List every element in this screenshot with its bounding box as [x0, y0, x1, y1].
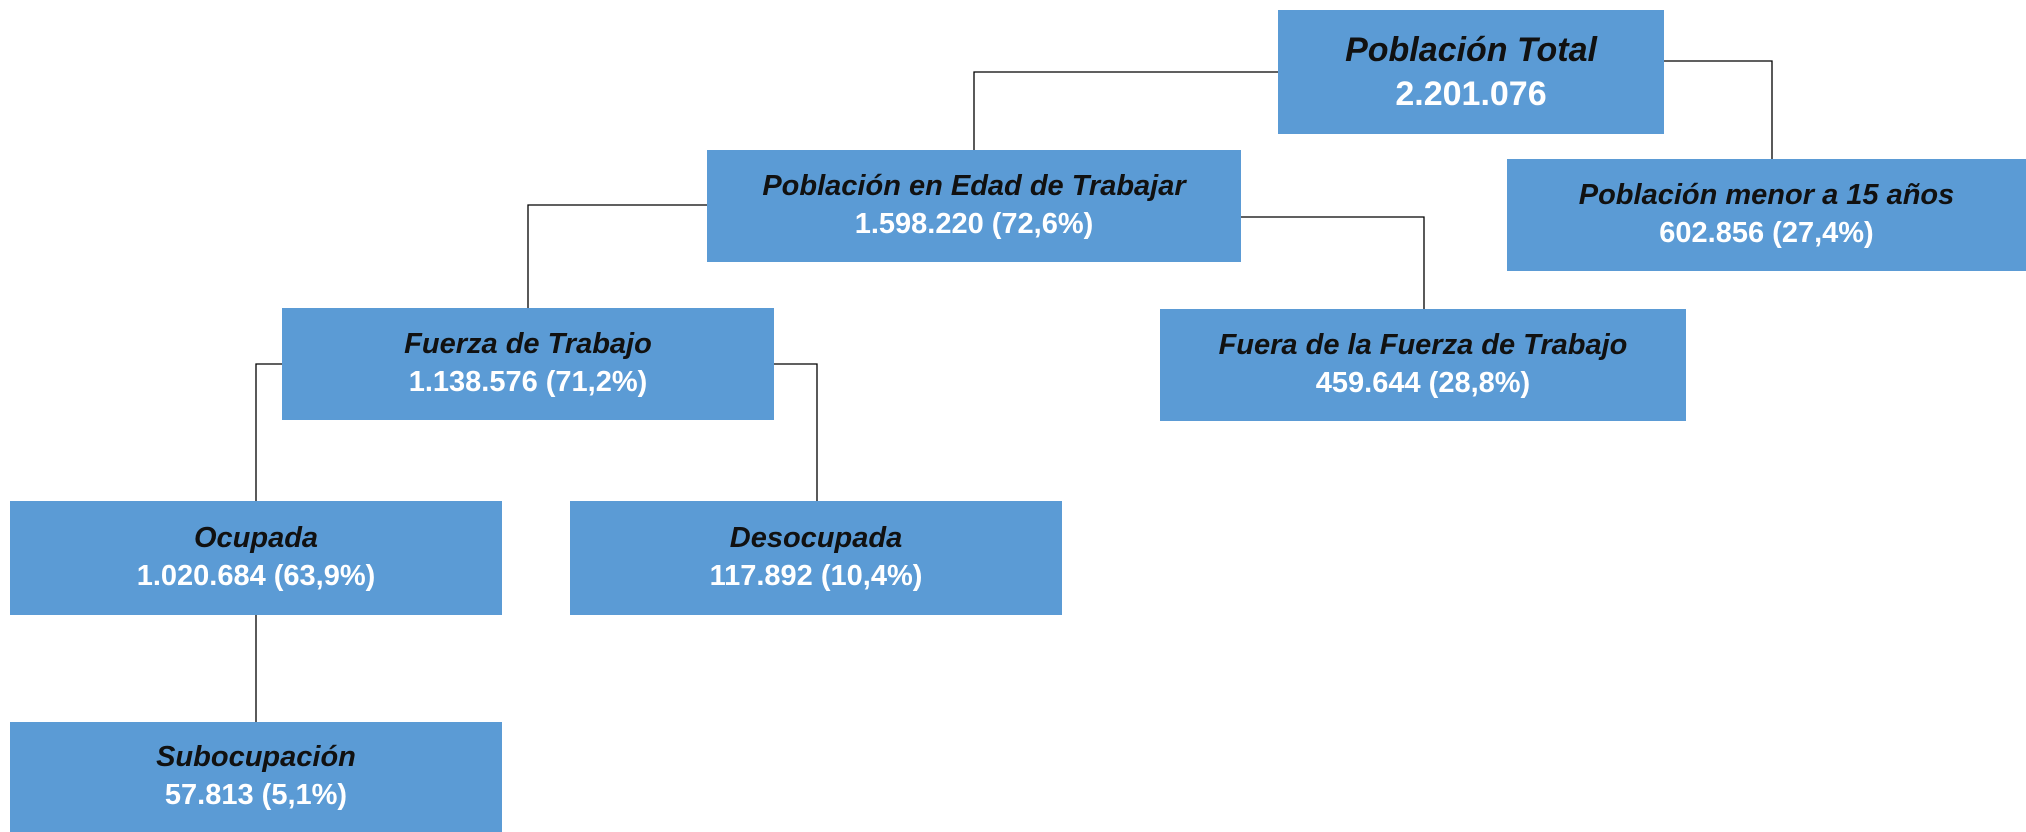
- node: Población Total 2.201.076: [1278, 10, 1664, 134]
- node: Población en Edad de Trabajar 1.598.220 …: [707, 150, 1241, 262]
- node-label: Población en Edad de Trabajar: [762, 170, 1186, 203]
- node-label: Población Total: [1345, 30, 1597, 69]
- node-value: 459.644 (28,8%): [1315, 367, 1531, 399]
- node-value: 1.138.576 (71,2%): [408, 366, 648, 398]
- node: Fuerza de Trabajo 1.138.576 (71,2%): [282, 308, 774, 420]
- node-label: Subocupación: [156, 741, 356, 774]
- connector: [1664, 60, 1773, 159]
- connector: [774, 363, 818, 501]
- node: Población menor a 15 años 602.856 (27,4%…: [1507, 159, 2026, 271]
- node-value: 1.598.220 (72,6%): [854, 208, 1094, 240]
- node-label: Fuera de la Fuerza de Trabajo: [1218, 329, 1628, 362]
- node-value: 57.813 (5,1%): [164, 779, 348, 811]
- node: Subocupación 57.813 (5,1%): [10, 722, 502, 832]
- connector: [1241, 216, 1425, 309]
- node-label: Desocupada: [729, 522, 903, 555]
- node-value: 1.020.684 (63,9%): [136, 560, 376, 592]
- node: Fuera de la Fuerza de Trabajo 459.644 (2…: [1160, 309, 1686, 421]
- connector: [527, 204, 707, 308]
- node-label: Ocupada: [193, 522, 319, 555]
- node: Desocupada 117.892 (10,4%): [570, 501, 1062, 615]
- node-value: 117.892 (10,4%): [709, 560, 923, 592]
- node-label: Población menor a 15 años: [1578, 179, 1955, 212]
- node-value: 2.201.076: [1395, 75, 1547, 113]
- node-label: Fuerza de Trabajo: [404, 328, 652, 361]
- node-value: 602.856 (27,4%): [1659, 217, 1874, 249]
- connector: [255, 363, 282, 501]
- connector: [973, 71, 1278, 150]
- node: Ocupada 1.020.684 (63,9%): [10, 501, 502, 615]
